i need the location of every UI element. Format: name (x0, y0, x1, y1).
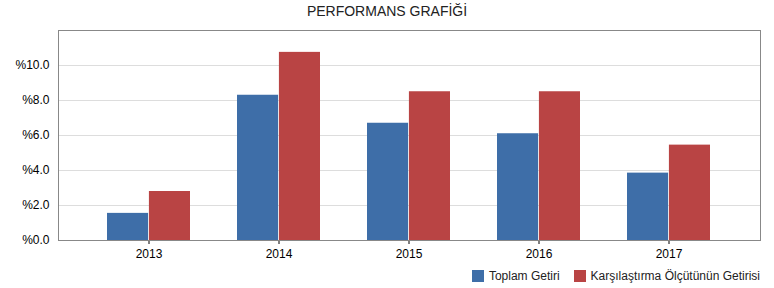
svg-text:%10.0: %10.0 (15, 58, 49, 72)
html-text:Karşılaştırma Ölçütünün Getiri: Karşılaştırma Ölçütünün Getirisi (590, 269, 760, 283)
svg-text:2014: 2014 (266, 247, 293, 261)
svg-text:2015: 2015 (396, 247, 423, 261)
svg-text:%8.0: %8.0 (22, 93, 50, 107)
svg-text:%6.0: %6.0 (22, 128, 50, 142)
svg-text:%0.0: %0.0 (22, 233, 50, 247)
svg-text:2016: 2016 (526, 247, 553, 261)
html-text:PERFORMANS GRAFİĞİ: PERFORMANS GRAFİĞİ (306, 3, 468, 19)
svg-text:2013: 2013 (136, 247, 163, 261)
svg-text:%2.0: %2.0 (22, 198, 50, 212)
svg-text:%4.0: %4.0 (22, 163, 50, 177)
svg-text:2017: 2017 (656, 247, 683, 261)
html-text:Toplam Getiri: Toplam Getiri (488, 269, 560, 283)
